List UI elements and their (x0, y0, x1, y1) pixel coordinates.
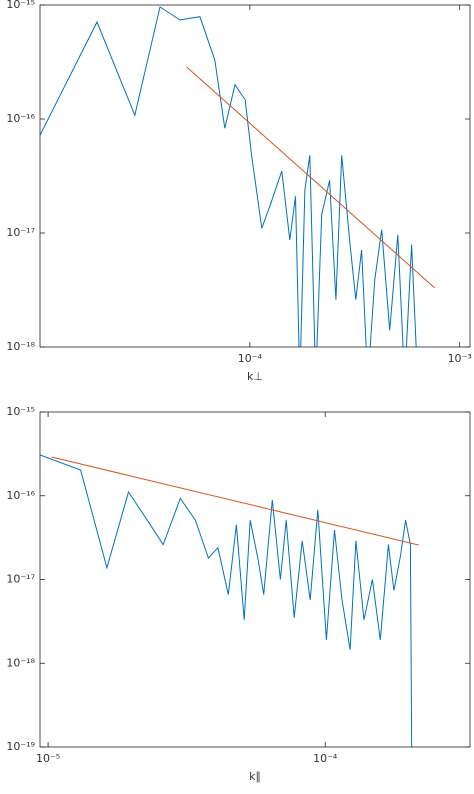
x-tick-label: 10⁻⁵ (36, 752, 60, 765)
x-axis-label: k∥ (249, 770, 261, 783)
series-line (40, 454, 413, 747)
plot-area (40, 5, 470, 347)
y-tick-label: 10⁻¹⁹ (6, 740, 35, 753)
x-tick-label: 10⁻⁴ (313, 752, 338, 765)
y-tick-label: 10⁻¹⁷ (6, 226, 35, 239)
series-line (40, 6, 417, 347)
y-tick-label: 10⁻¹⁵ (6, 0, 35, 11)
axes-frame (39, 411, 471, 748)
series-line (186, 66, 436, 289)
y-tick-label: 10⁻¹⁸ (6, 340, 35, 353)
chart-panel: 10⁻¹⁹ 10⁻¹⁸ 10⁻¹⁷ 10⁻¹⁶ 10⁻¹⁵ 10⁻⁵ 10⁻⁴ k∥ (6, 405, 471, 783)
x-tick-label: 10⁻⁴ (238, 352, 263, 365)
y-tick-label: 10⁻¹⁵ (6, 405, 35, 418)
chart-panel: 10⁻¹⁸ 10⁻¹⁷ 10⁻¹⁶ 10⁻¹⁵ 10⁻⁴ 10⁻³ k⊥ (6, 0, 471, 383)
plot-area (40, 412, 470, 747)
x-axis-label: k⊥ (247, 370, 263, 383)
x-tick-label: 10⁻³ (448, 352, 472, 365)
series-line (51, 456, 419, 546)
y-tick-label: 10⁻¹⁶ (6, 112, 35, 125)
axes-frame (39, 4, 471, 348)
y-tick-label: 10⁻¹⁶ (6, 489, 35, 502)
y-tick-label: 10⁻¹⁷ (6, 573, 35, 586)
y-tick-label: 10⁻¹⁸ (6, 656, 35, 669)
